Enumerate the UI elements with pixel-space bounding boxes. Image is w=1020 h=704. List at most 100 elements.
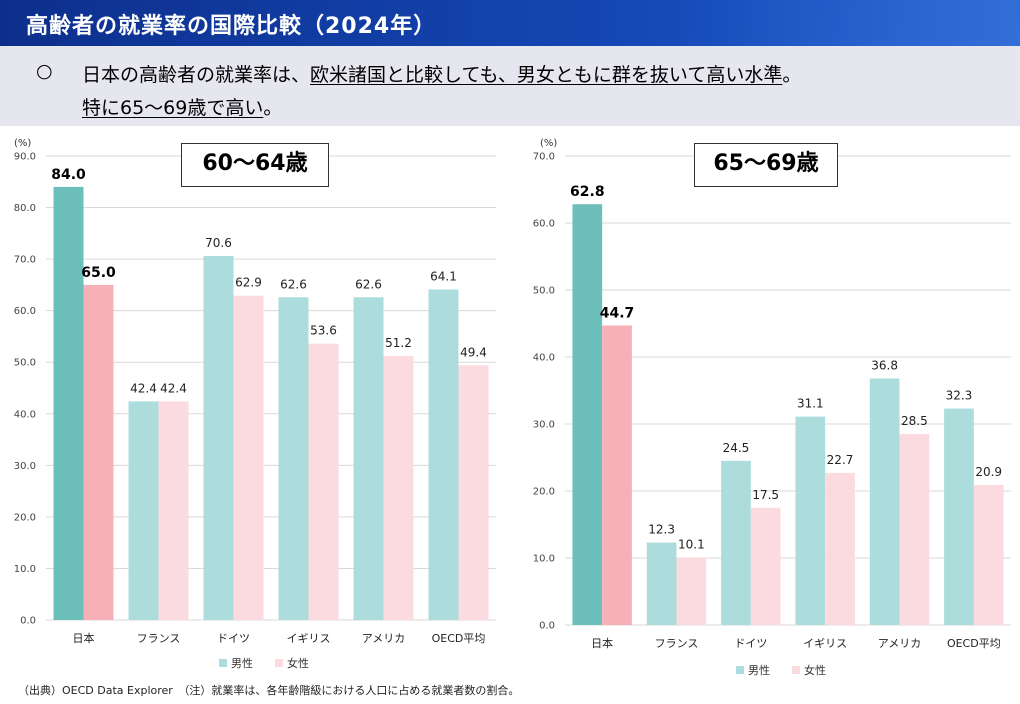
bar-female xyxy=(458,365,489,620)
y-tick-label: 60.0 xyxy=(14,306,36,317)
summary-line-1-c: 。 xyxy=(782,64,802,86)
bar-male xyxy=(721,460,751,625)
chart-60-64: (%) 0.0 10.0 20.0 30.0 40.0 50.0 60.0 70.0 80.0 90… xyxy=(14,138,496,670)
page-title: 高齢者の就業率の国際比較（2024年） xyxy=(26,14,437,39)
data-label: 44.7 xyxy=(600,306,635,322)
legend-label: 女性 xyxy=(287,656,309,670)
data-label: 51.2 xyxy=(385,336,412,350)
y-tick-label: 30.0 xyxy=(14,461,36,472)
category-label: 日本 xyxy=(591,636,613,650)
bar-female xyxy=(602,325,632,625)
age-label-60-64: 60～64歳 xyxy=(181,143,329,187)
category-label: フランス xyxy=(137,632,181,645)
bar-female xyxy=(233,295,264,620)
data-label: 49.4 xyxy=(460,345,487,359)
y-unit-label: (%) xyxy=(14,138,31,149)
chart-65-69: (%) 0.0 10.0 20.0 30.0 40.0 50.0 60.0 70.0 62.8 44… xyxy=(533,138,1011,677)
data-label: 62.9 xyxy=(235,276,262,290)
bar-male xyxy=(795,416,826,625)
bar-male xyxy=(428,289,459,620)
summary-panel xyxy=(0,46,1020,126)
y-tick-label: 10.0 xyxy=(533,554,555,565)
summary-line-2-underlined: 特に65～69歳で高い xyxy=(82,97,264,119)
y-tick-label: 80.0 xyxy=(14,203,36,214)
legend-label: 男性 xyxy=(231,656,253,670)
bar-female xyxy=(383,356,414,620)
data-label: 64.1 xyxy=(430,270,457,284)
summary-bullet: ○ xyxy=(36,60,53,82)
category-label: イギリス xyxy=(287,632,331,645)
y-tick-label: 90.0 xyxy=(14,152,36,163)
data-label: 32.3 xyxy=(946,389,973,403)
category-label: イギリス xyxy=(803,637,847,650)
summary-line-1: 日本の高齢者の就業率は、欧米諸国と比較しても、男女ともに群を抜いて高い水準。 xyxy=(82,60,801,87)
summary-line-1-a: 日本の高齢者の就業率は、 xyxy=(82,64,311,86)
bar-male xyxy=(646,542,677,625)
data-label: 62.6 xyxy=(355,277,382,291)
legend-swatch xyxy=(219,659,227,667)
bar-male xyxy=(869,378,900,625)
bar-female xyxy=(899,434,930,625)
category-label: OECD平均 xyxy=(432,632,486,645)
data-label: 42.4 xyxy=(160,381,187,395)
y-unit-label: (%) xyxy=(540,138,557,149)
data-label: 84.0 xyxy=(51,167,86,183)
data-label: 20.9 xyxy=(975,465,1002,479)
footnote: （出典）OECD Data Explorer （注）就業率は、各年齢階級における… xyxy=(18,684,520,697)
category-label: ドイツ xyxy=(734,637,767,650)
bar-male xyxy=(53,186,84,620)
y-tick-label: 30.0 xyxy=(533,420,555,431)
y-tick-label: 50.0 xyxy=(14,358,36,369)
bar-female xyxy=(973,484,1004,625)
data-label: 62.8 xyxy=(570,184,605,200)
y-tick-label: 50.0 xyxy=(533,286,555,297)
y-tick-label: 0.0 xyxy=(539,621,555,632)
data-label: 10.1 xyxy=(678,537,705,551)
y-tick-label: 10.0 xyxy=(14,564,36,575)
bar-female xyxy=(158,401,189,620)
summary-line-1-underlined: 欧米諸国と比較しても、男女ともに群を抜いて高い水準 xyxy=(310,64,783,86)
bar-female xyxy=(676,557,707,625)
legend-label: 女性 xyxy=(804,663,826,677)
bar-male xyxy=(128,401,159,620)
title-bar-accent xyxy=(680,0,1020,46)
data-label: 36.8 xyxy=(871,358,898,372)
category-label: フランス xyxy=(655,637,699,650)
data-label: 31.1 xyxy=(797,397,824,411)
y-tick-label: 40.0 xyxy=(14,409,36,420)
legend-label: 男性 xyxy=(748,663,770,677)
y-tick-label: 70.0 xyxy=(14,255,36,266)
data-label: 62.6 xyxy=(280,277,307,291)
bar-female xyxy=(750,507,781,625)
data-label: 24.5 xyxy=(723,441,750,455)
data-label: 42.4 xyxy=(130,381,157,395)
bar-male xyxy=(572,204,603,625)
category-label: アメリカ xyxy=(362,632,405,645)
bar-female xyxy=(308,343,339,620)
bar-male xyxy=(353,297,384,620)
title-bar: 高齢者の就業率の国際比較（2024年） xyxy=(0,0,1020,46)
y-tick-label: 20.0 xyxy=(533,487,555,498)
summary-line-2-b: 。 xyxy=(263,97,283,119)
category-label: アメリカ xyxy=(878,637,921,650)
category-label: OECD平均 xyxy=(947,637,1001,650)
data-label: 12.3 xyxy=(648,523,675,537)
data-label: 28.5 xyxy=(901,414,928,428)
data-label: 65.0 xyxy=(81,265,116,281)
y-tick-label: 20.0 xyxy=(14,512,36,523)
legend-swatch xyxy=(736,666,744,674)
data-label: 17.5 xyxy=(752,488,779,502)
y-tick-label: 40.0 xyxy=(533,353,555,364)
bar-female xyxy=(825,472,855,625)
bar-female xyxy=(83,284,114,620)
data-label: 70.6 xyxy=(205,236,232,250)
bar-male xyxy=(203,256,234,620)
age-label-65-69: 65～69歳 xyxy=(694,143,838,187)
data-label: 53.6 xyxy=(310,324,337,338)
category-label: ドイツ xyxy=(217,632,250,645)
summary-line-2: 特に65～69歳で高い。 xyxy=(82,93,282,120)
bar-male xyxy=(944,408,974,625)
y-tick-label: 70.0 xyxy=(533,152,555,163)
legend-swatch xyxy=(792,666,800,674)
legend-swatch xyxy=(275,659,283,667)
